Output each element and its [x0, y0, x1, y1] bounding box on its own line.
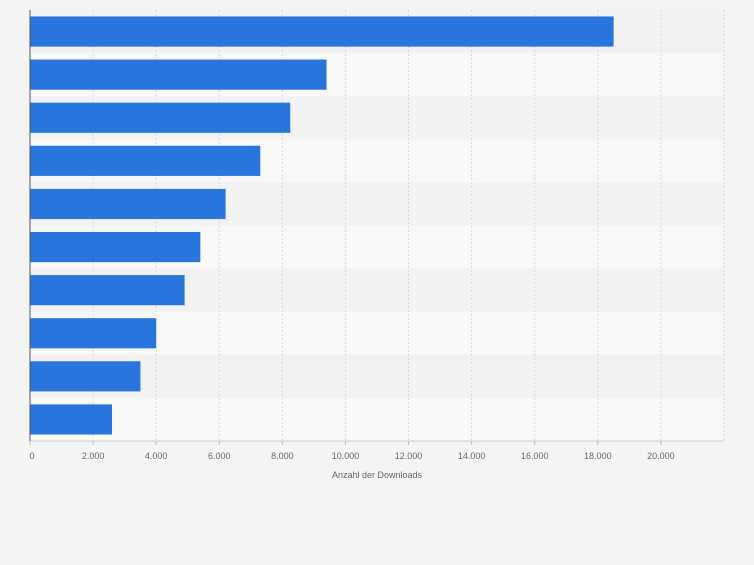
x-tick-labels: 0 2.000 4.000 6.000 8.000 10.000 12.000 14.000 1… — [29, 441, 675, 461]
x-tick-label: 2.000 — [82, 451, 105, 461]
bar — [30, 59, 327, 90]
bar — [30, 231, 201, 263]
x-tick-label: 6.000 — [208, 451, 231, 461]
bar — [30, 361, 141, 392]
bar — [30, 275, 185, 306]
bar — [30, 318, 157, 349]
x-tick-label: 16.000 — [521, 451, 549, 461]
x-tick-label: 0 — [29, 451, 34, 461]
bar — [30, 188, 226, 220]
bar — [30, 404, 113, 435]
x-tick-label: 10.000 — [332, 451, 360, 461]
axes — [29, 10, 724, 442]
row-band — [30, 354, 724, 398]
x-tick-label: 20.000 — [647, 451, 675, 461]
bar — [30, 145, 261, 176]
row-band — [30, 397, 724, 441]
x-tick-label: 12.000 — [395, 451, 423, 461]
x-tick-label: 8.000 — [271, 451, 294, 461]
x-axis-title: Anzahl der Downloads — [332, 470, 423, 480]
bar — [30, 102, 291, 133]
bar — [30, 16, 614, 47]
x-tick-label: 4.000 — [145, 451, 168, 461]
bars — [30, 16, 614, 435]
x-tick-label: 18.000 — [584, 451, 612, 461]
x-tick-label: 14.000 — [458, 451, 486, 461]
